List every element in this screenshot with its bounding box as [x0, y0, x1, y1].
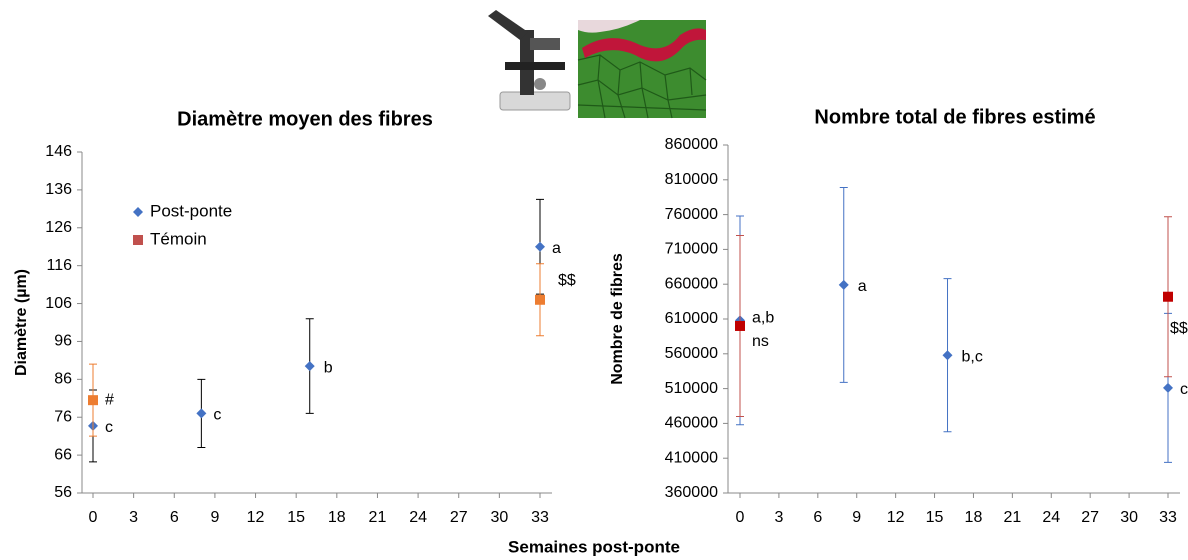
y-tick-label: 460000: [665, 415, 718, 432]
y-tick-label: 660000: [665, 275, 718, 292]
data-point: [735, 320, 745, 331]
x-tick-label: 27: [450, 509, 468, 526]
point-label: c: [213, 407, 221, 424]
y-tick-label: 116: [46, 257, 72, 274]
y-tick-label: 66: [54, 446, 72, 463]
y-tick-label: 510000: [665, 380, 718, 397]
x-tick-label: 12: [247, 509, 265, 526]
point-label: a: [858, 278, 867, 295]
point-label: ns: [752, 333, 769, 350]
y-tick-label: 560000: [665, 345, 718, 362]
y-tick-label: 360000: [665, 484, 718, 501]
microscope-icon: [488, 10, 571, 111]
y-tick-label: 86: [54, 371, 72, 388]
legend-label: Post-ponte: [150, 201, 232, 220]
x-tick-label: 3: [774, 509, 783, 526]
x-tick-label: 33: [1159, 509, 1177, 526]
y-tick-label: 56: [54, 484, 72, 501]
x-tick-label: 9: [852, 509, 861, 526]
x-tick-label: 24: [409, 509, 427, 526]
point-label: $$: [558, 272, 576, 289]
data-point: [196, 408, 207, 419]
x-tick-label: 18: [965, 509, 983, 526]
point-label: #: [105, 391, 114, 408]
data-point: [1163, 291, 1173, 302]
data-point: [1163, 382, 1173, 393]
x-tick-label: 6: [813, 509, 822, 526]
point-label: b: [324, 359, 333, 376]
x-tick-label: 27: [1081, 509, 1099, 526]
x-tick-label: 15: [287, 509, 305, 526]
point-label: a: [552, 240, 561, 257]
y-tick-label: 106: [45, 295, 72, 312]
data-point: [942, 350, 953, 361]
tissue-image: [577, 20, 707, 119]
x-tick-label: 3: [129, 509, 138, 526]
x-tick-label: 30: [490, 509, 508, 526]
point-label: a,b: [752, 310, 774, 327]
y-tick-label: 610000: [665, 310, 718, 327]
y-tick-label: 710000: [665, 241, 718, 258]
data-point: [838, 279, 849, 290]
x-tick-label: 33: [531, 509, 549, 526]
y-tick-label: 760000: [665, 206, 718, 223]
point-label: c: [105, 419, 113, 436]
y-tick-label: 136: [45, 181, 72, 198]
y-tick-label: 146: [45, 143, 72, 160]
point-label: b,c: [962, 348, 983, 365]
x-tick-label: 21: [1003, 509, 1021, 526]
point-label: $$: [1170, 320, 1188, 337]
data-point: [535, 294, 545, 305]
y-tick-label: 410000: [665, 449, 718, 466]
y-tick-label: 126: [45, 219, 72, 236]
data-point: [88, 395, 98, 406]
point-label: c: [1180, 381, 1188, 398]
y-tick-label: 76: [54, 408, 72, 425]
x-tick-label: 0: [89, 509, 98, 526]
y-tick-label: 860000: [665, 136, 718, 153]
x-tick-label: 24: [1042, 509, 1060, 526]
x-tick-label: 21: [369, 509, 387, 526]
data-point: [304, 361, 315, 372]
legend-marker: [133, 207, 143, 217]
legend-marker: [133, 235, 143, 245]
x-tick-label: 18: [328, 509, 346, 526]
y-axis-label: Diamètre (µm): [13, 269, 30, 376]
x-axis-title: Semaines post-ponte: [508, 537, 680, 556]
x-tick-label: 9: [210, 509, 219, 526]
chart-title: Diamètre moyen des fibres: [177, 108, 433, 130]
data-point: [535, 241, 545, 252]
y-tick-label: 96: [54, 333, 72, 350]
x-tick-label: 6: [170, 509, 179, 526]
x-tick-label: 12: [887, 509, 905, 526]
y-tick-label: 810000: [665, 171, 718, 188]
x-tick-label: 0: [736, 509, 745, 526]
y-axis-label: Nombre de fibres: [609, 253, 626, 385]
x-tick-label: 30: [1120, 509, 1138, 526]
chart-title: Nombre total de fibres estimé: [814, 106, 1095, 128]
x-tick-label: 15: [926, 509, 944, 526]
legend-label: Témoin: [150, 229, 207, 248]
